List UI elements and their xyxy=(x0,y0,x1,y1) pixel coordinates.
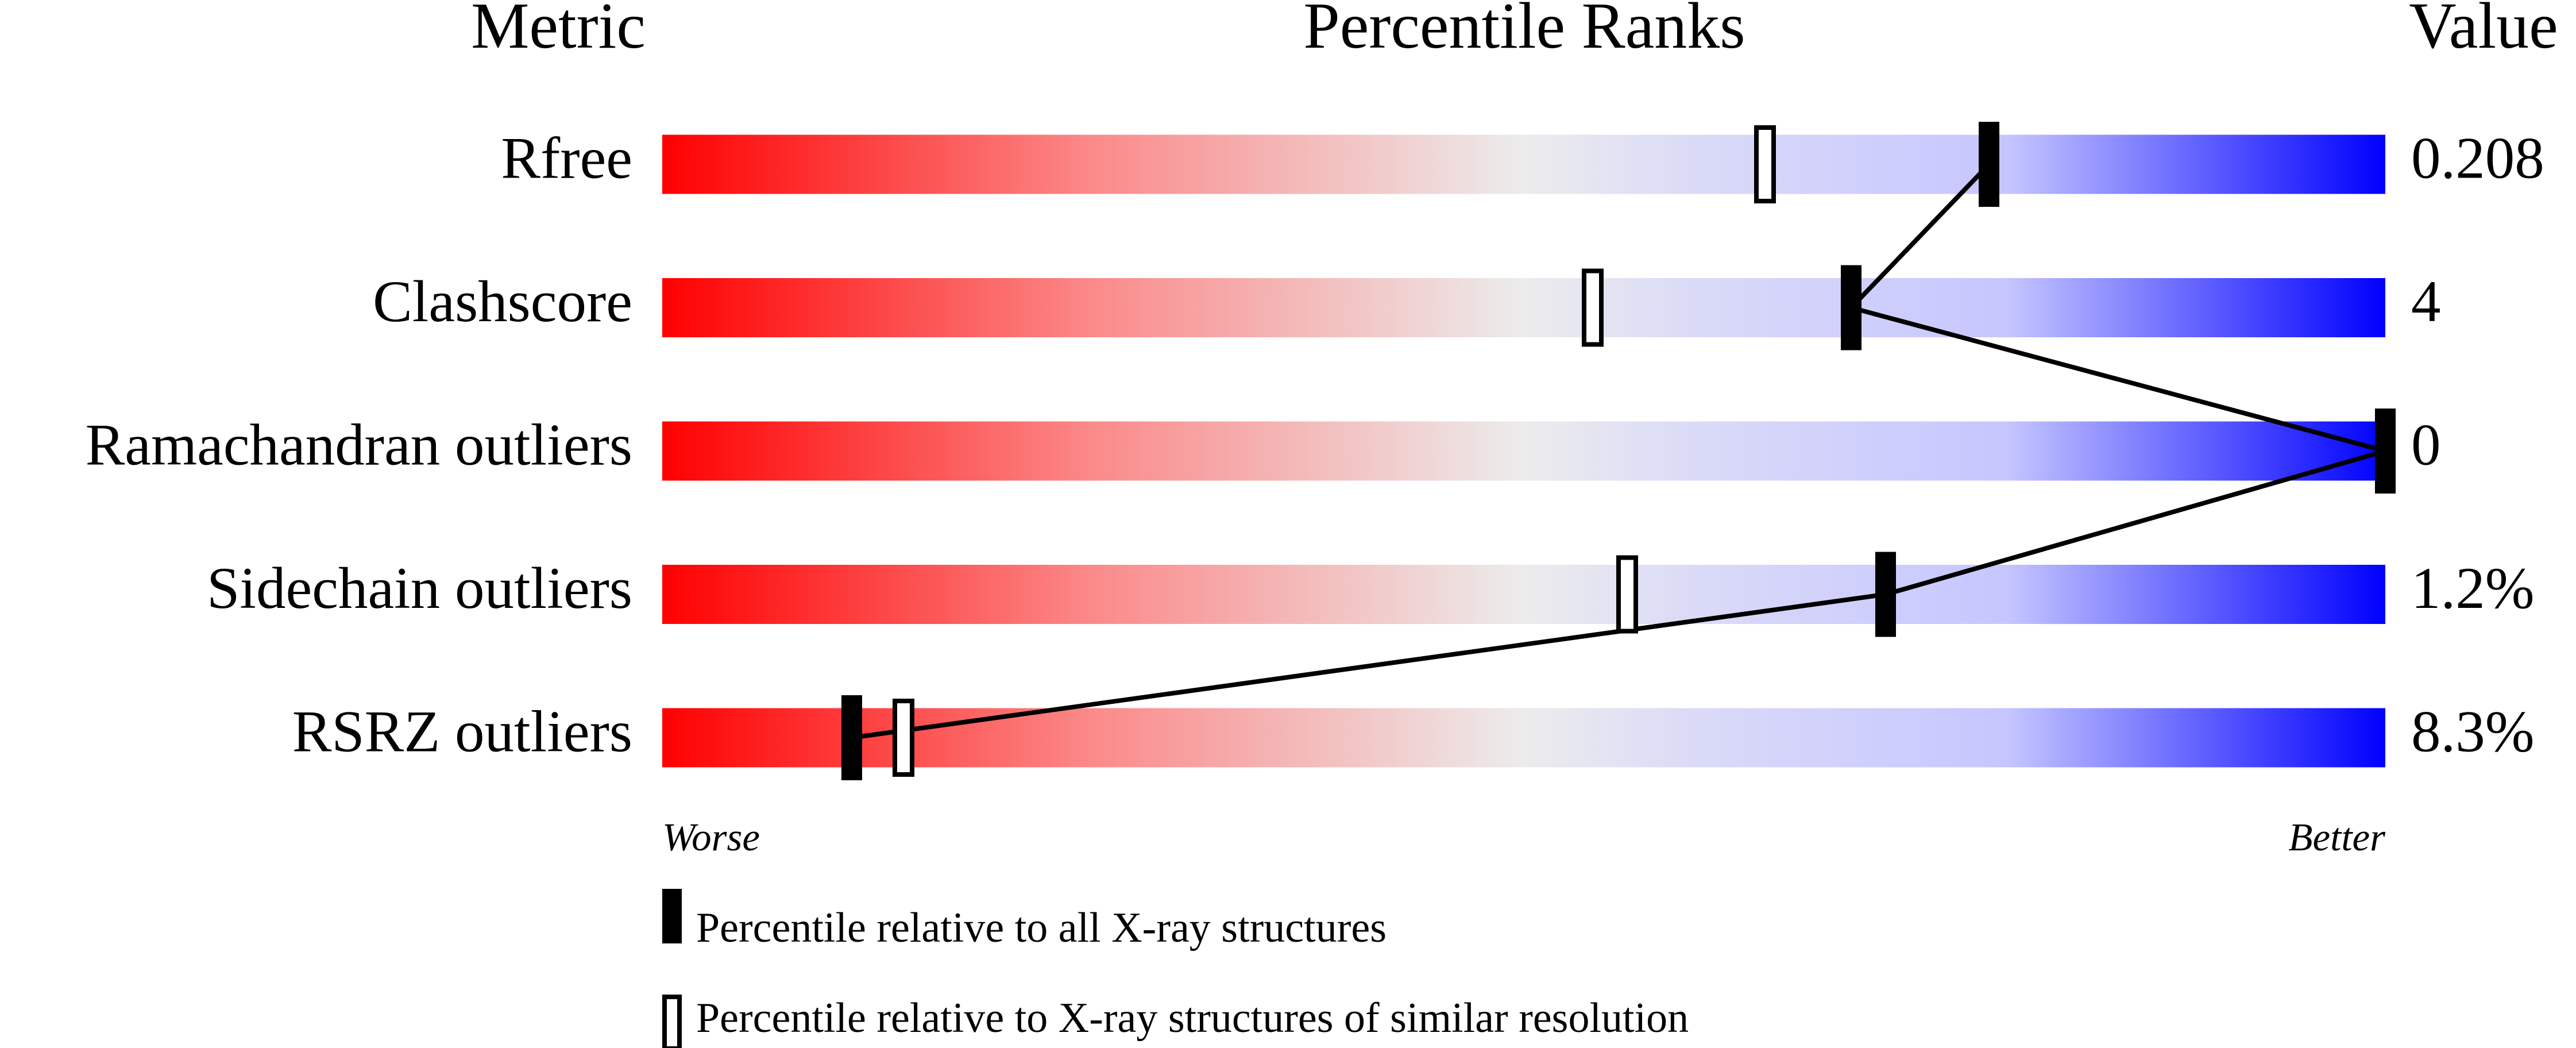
slider-bar xyxy=(662,278,2385,337)
absolute-percentile-marker xyxy=(841,695,862,780)
metric-label: Sidechain outliers xyxy=(207,556,632,621)
column-header: Percentile Ranks xyxy=(1303,0,1745,62)
axis-low-label: Worse xyxy=(662,815,760,859)
metric-value: 1.2% xyxy=(2411,556,2535,621)
legend-label: Percentile relative to all X-ray structu… xyxy=(696,904,1387,951)
metric-label: Rfree xyxy=(501,126,632,191)
metric-value: 0 xyxy=(2411,413,2441,478)
metric-label: Ramachandran outliers xyxy=(86,413,632,478)
metric-label: Clashscore xyxy=(373,269,632,334)
column-header: Metric xyxy=(471,0,646,62)
legend-swatch xyxy=(662,889,682,943)
legend-swatch xyxy=(662,995,682,1048)
metric-value: 0.208 xyxy=(2411,126,2544,191)
slider-bar xyxy=(662,421,2385,481)
slider-bar xyxy=(662,708,2385,768)
slider-bar xyxy=(662,134,2385,194)
axis-high-label: Better xyxy=(2288,815,2386,859)
slider-bar xyxy=(662,565,2385,624)
metric-label: RSRZ outliers xyxy=(292,699,632,765)
legend-label: Percentile relative to X-ray structures … xyxy=(696,995,1689,1042)
relative-percentile-marker xyxy=(1582,268,1604,347)
absolute-percentile-marker xyxy=(1979,122,1999,207)
relative-percentile-marker xyxy=(1754,125,1776,203)
metric-value: 4 xyxy=(2411,269,2441,334)
metric-value: 8.3% xyxy=(2411,699,2535,765)
relative-percentile-marker xyxy=(1616,555,1638,634)
relative-percentile-marker xyxy=(893,699,914,777)
column-header: Value xyxy=(2409,0,2558,62)
absolute-percentile-marker xyxy=(1841,265,1861,350)
absolute-percentile-marker xyxy=(2375,409,2396,494)
absolute-percentile-marker xyxy=(1875,552,1896,637)
